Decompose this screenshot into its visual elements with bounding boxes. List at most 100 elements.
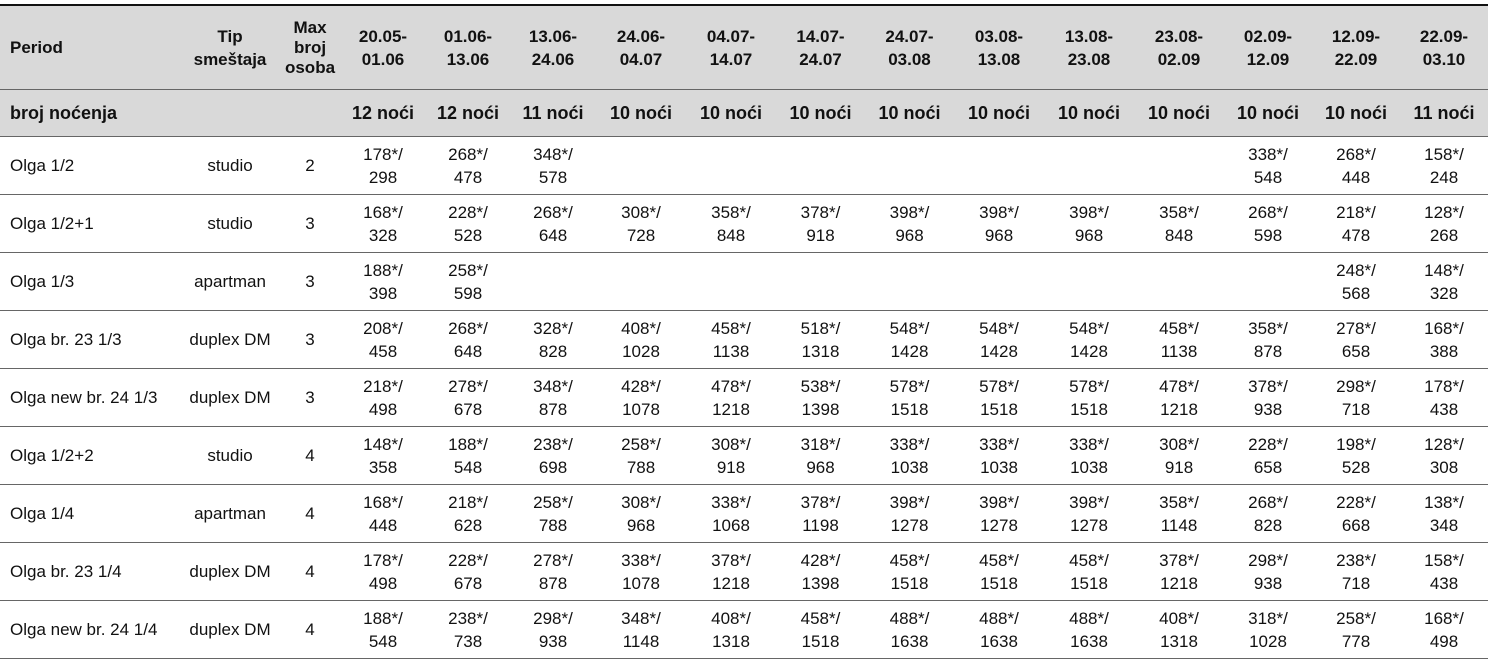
period-cell: Olga 1/3 <box>0 252 180 311</box>
price-bottom: 438 <box>1429 399 1459 419</box>
price-cell: 318*/ 968 <box>776 426 865 485</box>
price-top: 398*/ <box>1069 492 1109 512</box>
price-bottom: 1038 <box>980 457 1018 477</box>
price-top: 268*/ <box>533 202 573 222</box>
price-cell <box>686 136 776 195</box>
price-bottom: 1078 <box>622 399 660 419</box>
price-cell: 298*/ 718 <box>1312 368 1400 427</box>
header-cell: Max broj osoba <box>280 4 340 90</box>
nights-cell: 12 noći <box>340 89 426 137</box>
price-bottom: 718 <box>1341 573 1371 593</box>
price-top: 158*/ <box>1424 144 1464 164</box>
price-top: 228*/ <box>1336 492 1376 512</box>
price-top: 228*/ <box>1248 434 1288 454</box>
price-bottom: 498 <box>368 399 398 419</box>
max-cell: 4 <box>280 484 340 543</box>
date-from: 13.08- <box>1064 26 1114 46</box>
price-cell <box>596 136 686 195</box>
price-cell: 238*/ 738 <box>426 600 510 659</box>
price-cell: 338*/ 1038 <box>1044 426 1134 485</box>
price-bottom: 578 <box>538 167 568 187</box>
price-top: 238*/ <box>533 434 573 454</box>
price-top: 488*/ <box>889 608 930 628</box>
date-to: 13.06 <box>446 49 490 69</box>
type-cell: duplex DM <box>180 310 280 369</box>
price-bottom: 788 <box>538 515 568 535</box>
price-top: 188*/ <box>363 260 403 280</box>
price-bottom: 968 <box>1074 225 1104 245</box>
price-cell: 458*/ 1518 <box>1044 542 1134 601</box>
price-top: 378*/ <box>1159 550 1199 570</box>
price-bottom: 1518 <box>980 399 1018 419</box>
price-cell: 218*/ 628 <box>426 484 510 543</box>
price-cell: 338*/ 1078 <box>596 542 686 601</box>
price-bottom: 1518 <box>890 573 929 593</box>
price-bottom: 678 <box>453 573 483 593</box>
price-cell: 298*/ 938 <box>510 600 596 659</box>
period-cell: Olga 1/2+2 <box>0 426 180 485</box>
price-cell: 348*/ 878 <box>510 368 596 427</box>
price-cell <box>865 252 954 311</box>
date-to: 02.09 <box>1157 49 1201 69</box>
price-top: 348*/ <box>533 144 573 164</box>
date-from: 14.07- <box>796 26 845 46</box>
price-top: 488*/ <box>979 608 1019 628</box>
price-cell: 548*/ 1428 <box>1044 310 1134 369</box>
price-bottom: 1398 <box>801 399 840 419</box>
price-top: 338*/ <box>1069 434 1109 454</box>
price-bottom: 358 <box>368 457 398 477</box>
date-header: 03.08- 13.08 <box>954 4 1044 90</box>
price-cell: 188*/ 548 <box>340 600 426 659</box>
price-cell: 358*/ 848 <box>1134 194 1224 253</box>
price-cell <box>596 252 686 311</box>
price-bottom: 1278 <box>1070 515 1108 535</box>
price-top: 458*/ <box>711 318 751 338</box>
price-top: 358*/ <box>1159 492 1199 512</box>
price-cell: 238*/ 718 <box>1312 542 1400 601</box>
price-top: 398*/ <box>889 202 930 222</box>
date-from: 01.06- <box>443 26 493 46</box>
price-top: 458*/ <box>1159 318 1199 338</box>
date-to: 24.06 <box>531 49 575 69</box>
date-to: 14.07 <box>709 49 753 69</box>
price-top: 258*/ <box>533 492 573 512</box>
price-top: 268*/ <box>1336 144 1376 164</box>
price-bottom: 1518 <box>980 573 1018 593</box>
price-bottom: 1318 <box>1160 631 1198 651</box>
price-bottom: 1518 <box>1070 573 1108 593</box>
price-cell: 578*/ 1518 <box>954 368 1044 427</box>
price-top: 228*/ <box>448 202 488 222</box>
data-row: Olga new br. 24 1/4 duplex DM 4 188*/ 548 238… <box>0 600 1488 659</box>
price-cell: 458*/ 1138 <box>686 310 776 369</box>
price-bottom: 498 <box>368 573 398 593</box>
price-cell: 268*/ 478 <box>426 136 510 195</box>
price-cell: 458*/ 1518 <box>776 600 865 659</box>
price-cell <box>1134 136 1224 195</box>
price-bottom: 1218 <box>712 399 750 419</box>
price-bottom: 938 <box>1253 399 1283 419</box>
nights-cell: 10 noći <box>1224 89 1312 137</box>
date-to: 03.10 <box>1422 49 1466 69</box>
price-top: 318*/ <box>800 434 841 454</box>
max-cell: 3 <box>280 310 340 369</box>
price-bottom: 448 <box>368 515 398 535</box>
price-cell: 488*/ 1638 <box>954 600 1044 659</box>
price-cell: 378*/ 1218 <box>686 542 776 601</box>
price-bottom: 438 <box>1429 573 1459 593</box>
price-cell: 168*/ 388 <box>1400 310 1488 369</box>
price-cell: 398*/ 968 <box>954 194 1044 253</box>
date-from: 23.08- <box>1154 26 1204 46</box>
price-cell: 478*/ 1218 <box>1134 368 1224 427</box>
price-top: 458*/ <box>889 550 930 570</box>
price-cell: 458*/ 1518 <box>954 542 1044 601</box>
price-bottom: 1218 <box>1160 399 1198 419</box>
price-bottom: 548 <box>368 631 398 651</box>
price-cell: 228*/ 528 <box>426 194 510 253</box>
price-cell: 218*/ 478 <box>1312 194 1400 253</box>
price-top: 398*/ <box>1069 202 1109 222</box>
price-bottom: 1038 <box>1070 457 1108 477</box>
type-cell: apartman <box>180 484 280 543</box>
price-cell: 268*/ 598 <box>1224 194 1312 253</box>
price-bottom: 478 <box>453 167 483 187</box>
price-top: 378*/ <box>711 550 751 570</box>
